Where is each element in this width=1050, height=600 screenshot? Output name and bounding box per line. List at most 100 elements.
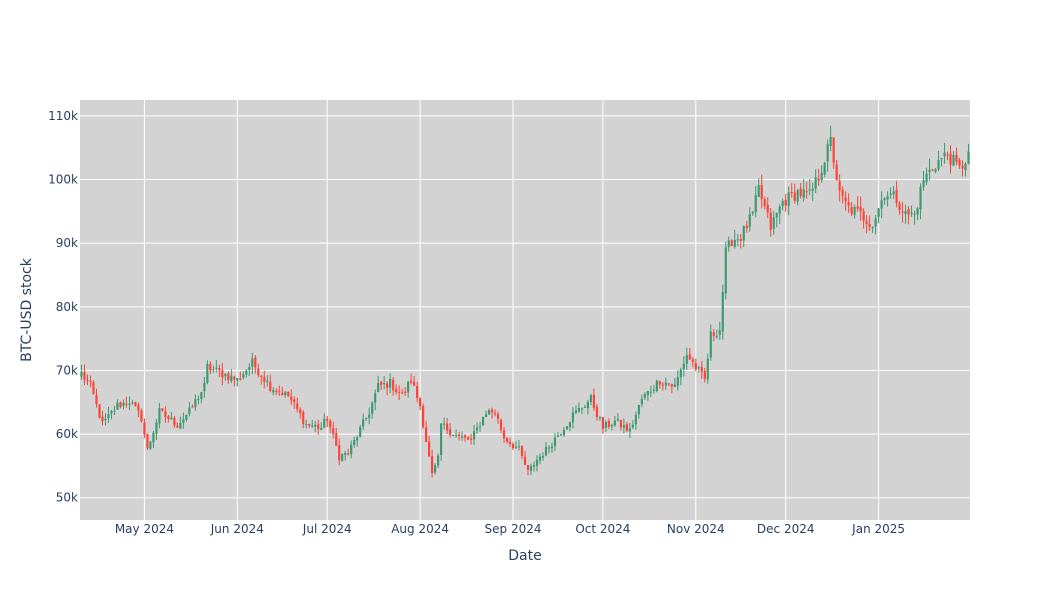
candle-decreasing (466, 435, 470, 440)
candle-decreasing (140, 408, 143, 423)
candle-increasing (131, 399, 134, 405)
candle-increasing (877, 207, 880, 224)
candle-increasing (377, 375, 380, 393)
y-tick-labels: 50k 60k 70k 80k 90k 100k 110k (48, 109, 78, 505)
candle-decreasing (898, 201, 901, 215)
candle-increasing (643, 391, 646, 401)
candle-increasing (754, 185, 757, 218)
candle-decreasing (296, 397, 299, 413)
candle-decreasing (511, 442, 515, 450)
candle-decreasing (83, 364, 86, 386)
candle-increasing (919, 183, 922, 220)
candle-increasing (733, 229, 736, 249)
candle-increasing (155, 419, 158, 440)
candle-increasing (721, 284, 724, 340)
candle-increasing (478, 421, 482, 432)
candle-increasing (874, 215, 877, 235)
candle-decreasing (865, 214, 868, 234)
candle-increasing (598, 416, 601, 421)
candle-increasing (305, 419, 308, 429)
candle-decreasing (275, 388, 278, 396)
candle-increasing (676, 370, 679, 391)
candle-decreasing (167, 414, 170, 423)
candle-decreasing (233, 375, 236, 387)
y-tick-label: 110k (48, 109, 78, 123)
y-tick-label: 60k (56, 427, 78, 441)
candle-decreasing (125, 396, 128, 408)
candle-increasing (481, 416, 485, 426)
candle-increasing (634, 411, 637, 430)
candle-increasing (374, 389, 377, 411)
candle-increasing (826, 139, 829, 172)
candle-increasing (562, 426, 566, 437)
candle-increasing (778, 204, 781, 225)
candle-decreasing (161, 408, 164, 412)
candle-decreasing (101, 410, 104, 426)
candle-decreasing (419, 397, 422, 410)
candle-increasing (236, 378, 239, 387)
y-tick-label: 90k (56, 236, 78, 250)
candle-decreasing (281, 386, 284, 396)
candle-decreasing (413, 375, 416, 387)
candle-increasing (356, 435, 359, 447)
candle-decreasing (92, 380, 95, 395)
candle-increasing (517, 439, 521, 451)
candle-decreasing (712, 328, 715, 342)
candle-decreasing (508, 437, 512, 448)
candle-increasing (718, 321, 721, 341)
candle-decreasing (302, 409, 305, 429)
candle-increasing (796, 188, 799, 206)
x-gridlines (143, 100, 880, 520)
candle-increasing (80, 364, 83, 380)
candle-increasing (682, 356, 685, 377)
candle-decreasing (799, 182, 802, 199)
candle-decreasing (763, 196, 766, 210)
candle-increasing (589, 393, 593, 406)
candle-decreasing (670, 383, 673, 394)
candle-decreasing (859, 196, 862, 221)
candle-increasing (775, 212, 778, 228)
candle-increasing (565, 426, 569, 430)
candle-increasing (487, 408, 491, 416)
candle-increasing (320, 422, 323, 431)
candle-decreasing (703, 367, 706, 383)
y-tick-label: 70k (56, 363, 78, 377)
candle-increasing (122, 399, 125, 410)
candle-decreasing (793, 183, 796, 204)
candle-increasing (359, 424, 362, 438)
candle-increasing (284, 391, 287, 398)
candle-increasing (823, 161, 826, 178)
candle-increasing (967, 143, 970, 165)
candle-increasing (709, 324, 712, 361)
candle-decreasing (239, 371, 242, 381)
candle-decreasing (428, 435, 431, 458)
candle-decreasing (269, 374, 272, 393)
candle-increasing (206, 360, 209, 385)
candle-increasing (182, 412, 185, 429)
candle-decreasing (89, 375, 92, 388)
candle-increasing (706, 353, 709, 384)
candle-increasing (673, 377, 676, 388)
candle-decreasing (469, 433, 473, 445)
candle-increasing (547, 445, 551, 454)
candle-decreasing (299, 407, 302, 419)
candle-increasing (910, 205, 913, 217)
candle-decreasing (931, 168, 934, 171)
candle-decreasing (850, 201, 853, 217)
candle-increasing (245, 369, 248, 378)
candle-decreasing (955, 147, 958, 166)
candle-decreasing (95, 388, 98, 408)
candle-increasing (913, 210, 916, 225)
candle-decreasing (868, 215, 871, 232)
candle-decreasing (347, 448, 350, 456)
candle-decreasing (496, 411, 500, 424)
candle-increasing (937, 150, 940, 171)
candle-increasing (212, 365, 215, 373)
candle-increasing (371, 401, 374, 419)
candle-decreasing (422, 403, 425, 429)
candle-increasing (574, 405, 578, 415)
candle-decreasing (499, 418, 503, 434)
candle-decreasing (844, 191, 847, 211)
candle-decreasing (769, 208, 772, 237)
candle-increasing (514, 441, 518, 449)
